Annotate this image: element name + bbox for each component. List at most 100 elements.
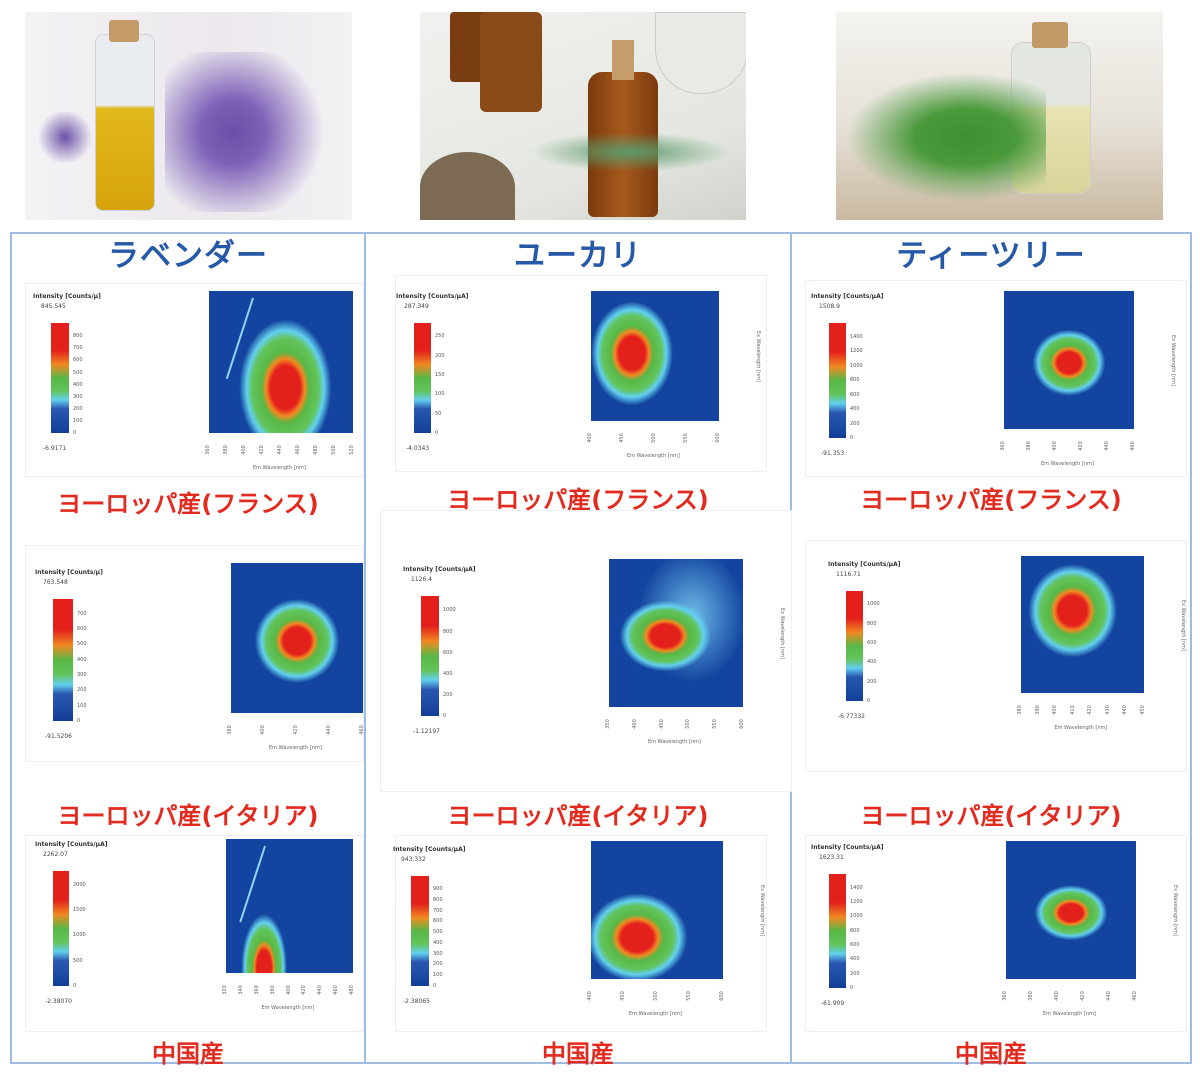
y-axis-label: Ex Wavelength [nm]: [759, 885, 765, 936]
colorbar-tick-label: 1000: [850, 913, 863, 920]
colorbar-tick-label: 0: [850, 985, 854, 991]
colorbar-tick-label: 200: [77, 687, 87, 694]
colorbar-tick-label: 800: [433, 896, 443, 903]
x-tick-label: 380: [1027, 991, 1034, 1001]
colorbar-tick-label: 1500: [73, 907, 86, 914]
eem-heatmap: [591, 291, 719, 421]
x-tick-label: 440: [1103, 441, 1110, 451]
colorbar-tick-label: 600: [443, 649, 453, 656]
x-tick-label: 420: [1087, 705, 1094, 715]
colorbar-tick-label: 250: [435, 333, 445, 340]
colorbar-max-value: 2262.07: [43, 851, 68, 858]
column-header-lavender: ラベンダー: [108, 238, 268, 274]
colorbar-tick-label: 0: [435, 430, 439, 436]
column-header-eucalyptus: ユーカリ: [514, 238, 642, 274]
x-tick-label: 450: [658, 719, 665, 729]
eem-heatmap: [1006, 841, 1136, 979]
lavender-oil-photo: [25, 12, 352, 220]
origin-label: ヨーロッパ産(イタリア): [447, 802, 709, 830]
colorbar-title: Intensity [Counts/µA]: [35, 841, 108, 848]
x-tick-label: 350: [604, 719, 611, 729]
colorbar-tick-label: 200: [435, 352, 445, 359]
rayleigh-scatter-line: [239, 845, 267, 923]
colorbar-tick-label: 200: [433, 961, 443, 968]
origin-label: 中国産: [152, 1040, 224, 1068]
colorbar-tick-label: 800: [867, 620, 877, 627]
x-tick-label: 460: [358, 725, 365, 735]
x-tick-label: 400: [631, 719, 638, 729]
x-tick-label: 400: [240, 445, 247, 455]
colorbar-tick-label: 500: [77, 641, 87, 648]
colorbar-tick-label: 400: [73, 381, 83, 388]
colorbar-tick-label: 400: [867, 659, 877, 666]
eem-panel: Intensity [Counts/µA] 1623.31 1400 1200 1000…: [805, 835, 1187, 1032]
eem-panel: Intensity [Counts/µA] 1126.4 1000 800 600 400…: [380, 510, 792, 792]
x-tick-label: 550: [685, 991, 692, 1001]
colorbar-title: Intensity [Counts/µA]: [811, 293, 884, 300]
colorbar-tick-label: 400: [850, 406, 860, 413]
colorbar-max-value: 1126.4: [411, 576, 432, 583]
x-axis-label: Em Wavelength [nm]: [253, 465, 306, 471]
colorbar-tick-label: 600: [867, 639, 877, 646]
colorbar: [829, 874, 846, 988]
x-tick-label: 360: [1001, 991, 1008, 1001]
eem-heatmap: [609, 559, 743, 707]
colorbar: [421, 596, 439, 716]
colorbar-tick-label: 600: [433, 918, 443, 925]
rayleigh-scatter-line: [225, 297, 255, 380]
colorbar-tick-label: 50: [435, 410, 442, 417]
origin-label: ヨーロッパ産(フランス): [447, 486, 709, 514]
grid-line: [10, 232, 12, 1064]
eucalyptus-oil-photo: [420, 12, 746, 220]
origin-label: 中国産: [955, 1040, 1027, 1068]
colorbar-max-value: 1623.31: [819, 854, 844, 861]
colorbar-tick-label: 1000: [850, 362, 863, 369]
x-tick-label: 380: [226, 725, 233, 735]
x-tick-label: 430: [1104, 705, 1111, 715]
colorbar-tick-label: 600: [73, 357, 83, 364]
colorbar-min-value: -6.77332: [838, 713, 865, 720]
x-tick-label: 440: [1105, 991, 1112, 1001]
colorbar-tick-label: 400: [443, 670, 453, 677]
colorbar-tick-label: 600: [850, 942, 860, 948]
colorbar-tick-label: 600: [850, 391, 860, 398]
colorbar-tick-label: 150: [435, 371, 445, 378]
colorbar-max-value: 287.349: [404, 303, 429, 310]
colorbar: [53, 871, 69, 986]
colorbar-tick-label: 200: [443, 691, 453, 698]
eem-panel: Intensity [Counts/µ] 763.548 700 600 500 400 3…: [25, 545, 365, 762]
eem-heatmap: [231, 563, 363, 713]
x-tick-label: 500: [330, 445, 337, 455]
x-tick-label: 450: [619, 991, 626, 1001]
x-tick-label: 500: [652, 991, 659, 1001]
x-tick-label: 550: [711, 719, 718, 729]
y-axis-label: Ex Wavelength [nm]: [779, 608, 785, 659]
eem-panel: Intensity [Counts/µA] 1116.71 1000 800 600 40…: [805, 540, 1187, 772]
colorbar-tick-label: 1400: [850, 884, 863, 891]
colorbar-min-value: -1.12197: [413, 728, 440, 735]
eem-panel: Intensity [Counts/µA] 943.332 900 800 700 600…: [393, 835, 767, 1032]
x-tick-label: 600: [718, 991, 725, 1001]
origin-label: ヨーロッパ産(イタリア): [57, 802, 319, 830]
y-axis-label: Ex Wavelength [nm]: [755, 331, 761, 382]
x-tick-label: 460: [332, 985, 339, 995]
colorbar-tick-label: 800: [850, 377, 860, 384]
colorbar-max-value: 763.548: [43, 579, 68, 586]
eem-heatmap: [209, 291, 353, 433]
colorbar-min-value: -2.38070: [45, 998, 72, 1005]
x-tick-label: 320: [221, 985, 228, 995]
colorbar-tick-label: 300: [73, 393, 83, 400]
x-tick-label: 410: [1069, 705, 1076, 715]
colorbar-min-value: -91.5206: [45, 733, 72, 740]
x-tick-label: 380: [222, 445, 229, 455]
colorbar: [411, 876, 429, 986]
x-tick-label: 380: [269, 985, 276, 995]
colorbar-tick-label: 1000: [443, 607, 456, 614]
x-tick-label: 550: [682, 433, 689, 443]
x-tick-label: 480: [312, 445, 319, 455]
colorbar-tick-label: 1000: [73, 932, 86, 939]
x-axis-label: Em Wavelength [nm]: [269, 745, 322, 751]
colorbar-tick-label: 400: [433, 939, 443, 946]
colorbar-tick-label: 400: [850, 956, 860, 963]
colorbar-min-value: -6.9171: [43, 445, 67, 452]
